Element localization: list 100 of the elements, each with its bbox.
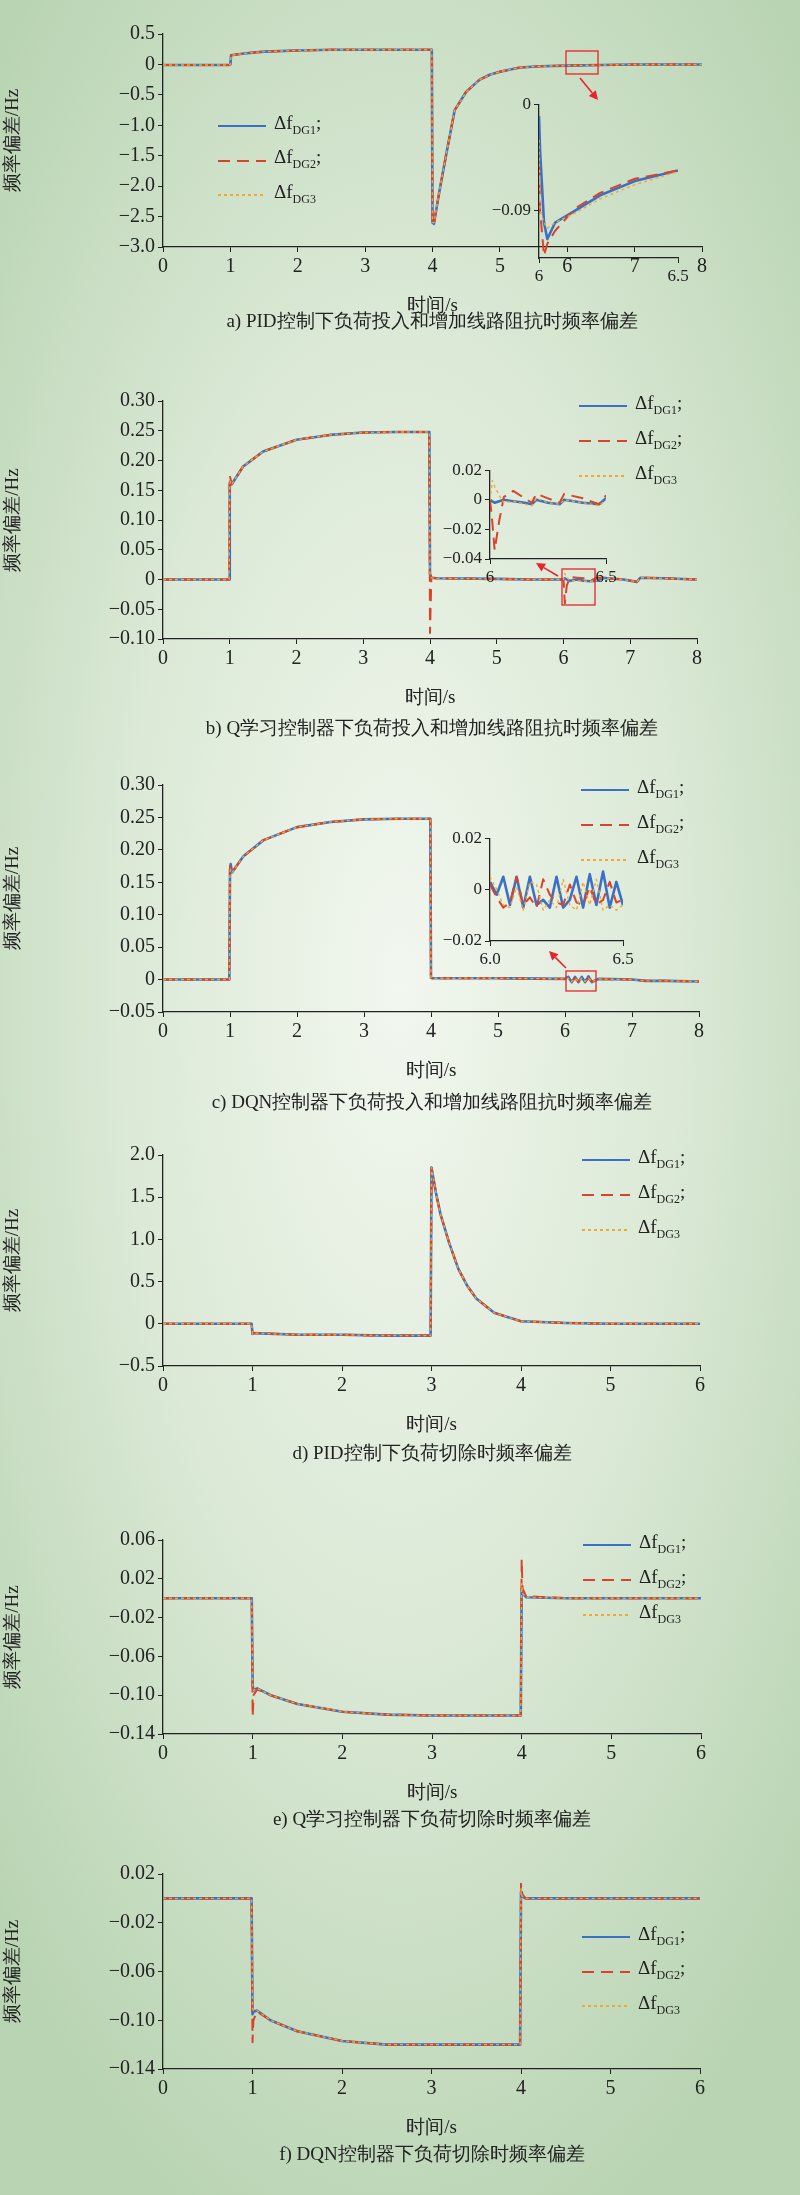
y-axis-title: 频率偏差/Hz <box>1 88 23 193</box>
y-tick-label: 0.30 <box>120 388 155 411</box>
y-axis-title: 频率偏差/Hz <box>1 846 23 951</box>
x-tick-label: 8 <box>692 646 702 669</box>
legend-label: Δf$_{DG1}$; <box>635 391 683 419</box>
legend-label: Δf$_{DG3}$ <box>639 1599 681 1628</box>
y-tick-label: 0.25 <box>120 804 155 827</box>
y-tick-label: −0.10 <box>108 626 155 649</box>
y-tick-label: 0.02 <box>120 1861 155 1884</box>
text: e) Q学习控制器下负荷切除时频率偏差 <box>272 1807 592 1831</box>
x-tick-label: 6 <box>562 254 573 277</box>
y-axis-title: 频率偏差/Hz <box>1 1208 23 1313</box>
x-tick-label: 4 <box>516 2076 526 2099</box>
x-tick-label: 5 <box>493 1019 503 1042</box>
x-axis-title: 时间/s <box>406 2115 457 2137</box>
legend-label: Δf$_{DG2}$; <box>635 425 683 454</box>
y-tick-label: 0.25 <box>120 418 155 440</box>
y-tick-label: −1.5 <box>118 142 155 165</box>
x-tick-label: 1 <box>225 254 236 277</box>
y-tick-label: −0.14 <box>108 2056 155 2079</box>
y-tick-label: 1.0 <box>130 1226 155 1249</box>
x-tick-label: 8 <box>697 254 707 277</box>
x-tick-label: 5 <box>491 646 502 669</box>
y-tick-label: 0.02 <box>452 827 482 847</box>
y-tick-label: −0.02 <box>442 930 482 950</box>
legend-label: Δf$_{DG2}$; <box>637 809 685 838</box>
text: d) PID控制下负荷切除时频率偏差 <box>292 1441 572 1465</box>
text: c) DQN控制器下负荷投入和增加线路阻抗时频率偏差 <box>211 1090 653 1114</box>
x-axis-title: 时间/s <box>406 1412 457 1434</box>
x-tick-label: 6 <box>534 265 544 285</box>
x-tick-label: 6 <box>696 1741 706 1764</box>
legend-label: Δf$_{DG3}$ <box>638 1991 680 2019</box>
x-tick-label: 7 <box>629 254 640 277</box>
y-axis-title: 频率偏差/Hz <box>1 1585 23 1689</box>
y-tick-label: 2.0 <box>130 1142 155 1165</box>
legend-label: Δf$_{DG1}$; <box>637 775 685 803</box>
legend-label: Δf$_{DG1}$; <box>639 1530 687 1558</box>
y-tick-label: −1.0 <box>118 112 155 135</box>
y-tick-label: −0.04 <box>442 548 483 568</box>
x-tick-label: 7 <box>625 646 636 669</box>
x-tick-label: 2 <box>291 646 302 669</box>
y-tick-label: 0.02 <box>452 459 482 479</box>
x-tick-label: 6 <box>560 1019 570 1042</box>
x-tick-label: 8 <box>694 1019 704 1042</box>
x-tick-label: 2 <box>337 1741 348 1764</box>
y-tick-label: −0.5 <box>118 1353 155 1376</box>
y-tick-label: 0.15 <box>120 477 155 500</box>
x-tick-label: 7 <box>627 1019 637 1042</box>
x-tick-label: 1 <box>247 2076 258 2099</box>
text: f) DQN控制器下负荷切除时频率偏差 <box>279 2142 585 2166</box>
legend-label: Δf$_{DG1}$; <box>638 1921 686 1950</box>
x-tick-label: 4 <box>426 1019 436 1042</box>
y-tick-label: −0.02 <box>108 1910 155 1932</box>
x-tick-label: 3 <box>426 1373 437 1396</box>
legend-label: Δf$_{DG2}$; <box>638 1956 686 1985</box>
x-axis-title: 时间/s <box>406 1780 458 1802</box>
legend-label: Δf$_{DG1}$; <box>274 110 322 139</box>
x-tick-label: 1 <box>224 646 235 669</box>
y-tick-label: 0.5 <box>130 21 155 44</box>
legend-label: Δf$_{DG3}$ <box>637 844 679 873</box>
x-tick-label: 4 <box>516 1741 527 1764</box>
y-tick-label: −0.05 <box>108 596 155 619</box>
x-tick-label: 1 <box>225 1019 235 1042</box>
x-tick-label: 3 <box>427 1741 437 1764</box>
x-tick-label: 5 <box>606 1741 617 1764</box>
y-tick-label: 0 <box>473 489 482 509</box>
y-tick-label: 0.15 <box>120 869 155 892</box>
text: b) Q学习控制器下负荷投入和增加线路阻抗时频率偏差 <box>205 716 659 740</box>
y-tick-label: 0.20 <box>120 447 155 470</box>
legend-label: Δf$_{DG3}$ <box>638 1214 680 1243</box>
x-tick-label: 2 <box>292 1019 302 1042</box>
x-tick-label: 6.0 <box>479 948 501 968</box>
y-tick-label: 1.5 <box>130 1184 155 1207</box>
x-tick-label: 5 <box>605 1373 616 1396</box>
x-tick-label: 1 <box>247 1373 258 1396</box>
y-tick-label: 0.5 <box>130 1268 155 1291</box>
x-tick-label: 3 <box>360 254 371 277</box>
y-tick-label: −0.02 <box>442 518 482 538</box>
y-tick-label: −3.0 <box>118 234 155 257</box>
x-tick-label: 6 <box>558 646 569 669</box>
x-tick-label: 6.5 <box>667 265 689 285</box>
y-tick-label: −0.05 <box>108 999 155 1022</box>
legend-label: Δf$_{DG3}$ <box>274 180 316 208</box>
x-tick-label: 4 <box>427 254 438 277</box>
legend-label: Δf$_{DG2}$; <box>274 145 322 174</box>
y-tick-label: 0 <box>145 51 155 74</box>
y-tick-label: 0.06 <box>120 1527 155 1550</box>
legend-label: Δf$_{DG1}$; <box>638 1145 686 1173</box>
y-tick-label: 0.10 <box>120 901 155 924</box>
y-axis-title: 频率偏差/Hz <box>1 1919 23 2024</box>
legend-label: Δf$_{DG2}$; <box>638 1179 686 1208</box>
x-tick-label: 4 <box>516 1373 526 1396</box>
x-tick-label: 4 <box>425 646 435 669</box>
y-tick-label: −0.06 <box>108 1958 155 1981</box>
x-tick-label: 2 <box>292 254 303 277</box>
y-tick-label: −2.5 <box>118 203 155 226</box>
y-tick-label: −0.02 <box>108 1604 155 1627</box>
y-tick-label: 0 <box>145 1311 155 1334</box>
x-axis-title: 时间/s <box>405 1058 457 1080</box>
y-tick-label: 0 <box>145 966 155 989</box>
